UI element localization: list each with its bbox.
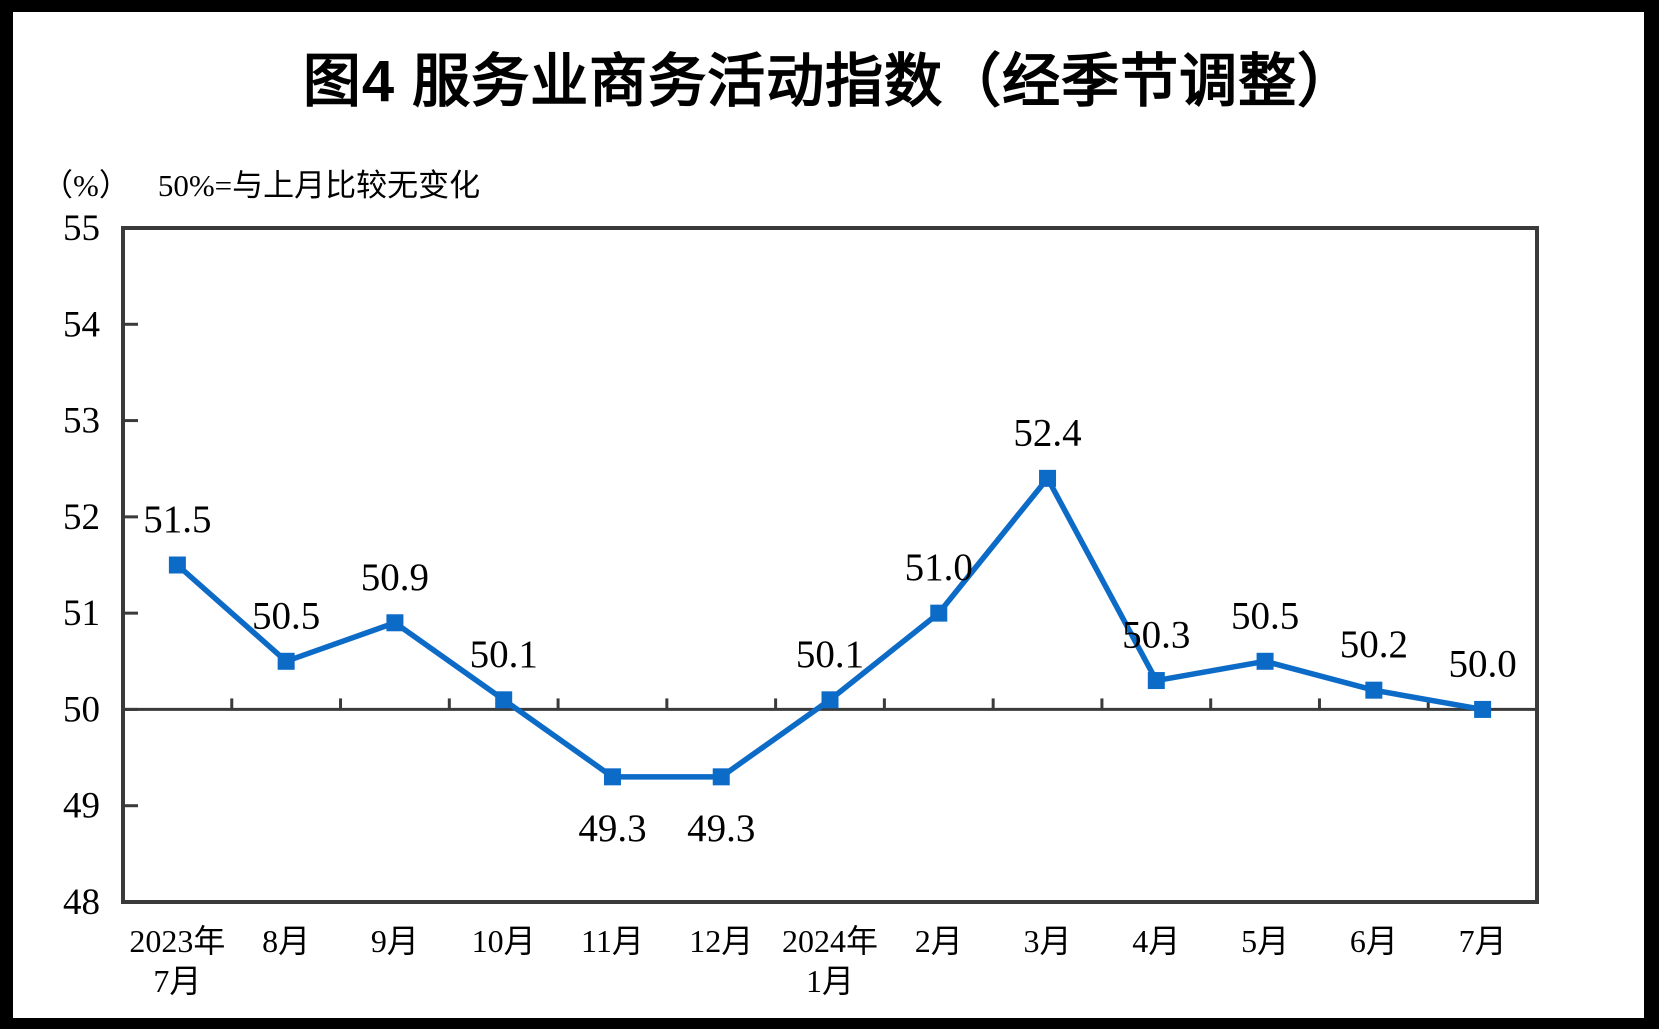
y-tick-label: 48: [63, 882, 100, 923]
data-point-marker: [277, 652, 295, 670]
y-tick-label: 53: [63, 401, 100, 442]
x-tick-label: 2023年: [129, 923, 225, 959]
y-tick-label: 49: [63, 786, 100, 827]
x-tick-label: 1月: [806, 963, 854, 999]
data-point-marker: [712, 768, 730, 786]
x-tick-label: 3月: [1024, 923, 1072, 959]
data-point-label: 50.1: [470, 633, 538, 676]
data-point-label: 50.0: [1448, 642, 1516, 685]
data-point-marker: [930, 604, 948, 622]
x-tick-label: 10月: [472, 923, 536, 959]
y-tick-label: 52: [63, 497, 100, 538]
data-point-label: 50.9: [361, 556, 429, 599]
x-tick-label: 5月: [1241, 923, 1289, 959]
data-point-label: 52.4: [1013, 411, 1081, 454]
x-tick-label: 12月: [689, 923, 753, 959]
data-point-marker: [1039, 469, 1057, 487]
data-point-label: 49.3: [687, 807, 755, 850]
data-point-label: 50.3: [1122, 614, 1190, 657]
y-tick-label: 54: [63, 304, 100, 345]
data-point-marker: [1256, 652, 1274, 670]
data-point-marker: [386, 614, 404, 632]
data-point-marker: [1365, 681, 1383, 699]
x-tick-label: 6月: [1350, 923, 1398, 959]
y-axis-unit-label: （%）: [42, 168, 130, 203]
plot-frame: [121, 226, 1539, 904]
x-tick-label: 8月: [262, 923, 310, 959]
data-point-marker: [821, 691, 839, 709]
data-point-marker: [168, 556, 186, 574]
x-tick-label: 9月: [371, 923, 419, 959]
data-point-label: 51.5: [143, 498, 211, 541]
y-tick-label: 50: [63, 689, 100, 730]
data-point-label: 50.5: [252, 594, 320, 637]
data-point-marker: [603, 768, 621, 786]
y-tick-label: 51: [63, 593, 100, 634]
data-point-marker: [1147, 672, 1165, 690]
data-point-label: 50.2: [1340, 623, 1408, 666]
x-tick-label: 7月: [153, 963, 201, 999]
reference-note: 50%=与上月比较无变化: [157, 168, 481, 203]
y-tick-label: 55: [63, 208, 100, 249]
data-point-marker: [1474, 700, 1492, 718]
figure-background: [13, 12, 1644, 1018]
x-tick-label: 4月: [1132, 923, 1180, 959]
x-tick-label: 11月: [581, 923, 644, 959]
x-tick-label: 7月: [1459, 923, 1507, 959]
x-tick-label: 2024年: [782, 923, 878, 959]
data-point-marker: [495, 691, 513, 709]
data-point-label: 49.3: [578, 807, 646, 850]
chart-title: 图4 服务业商务活动指数（经季节调整）: [302, 49, 1357, 114]
data-point-label: 51.0: [905, 546, 973, 589]
x-tick-label: 2月: [915, 923, 963, 959]
data-point-label: 50.5: [1231, 594, 1299, 637]
data-point-label: 50.1: [796, 633, 864, 676]
axis-unit-row: （%） 50%=与上月比较无变化: [42, 160, 480, 205]
